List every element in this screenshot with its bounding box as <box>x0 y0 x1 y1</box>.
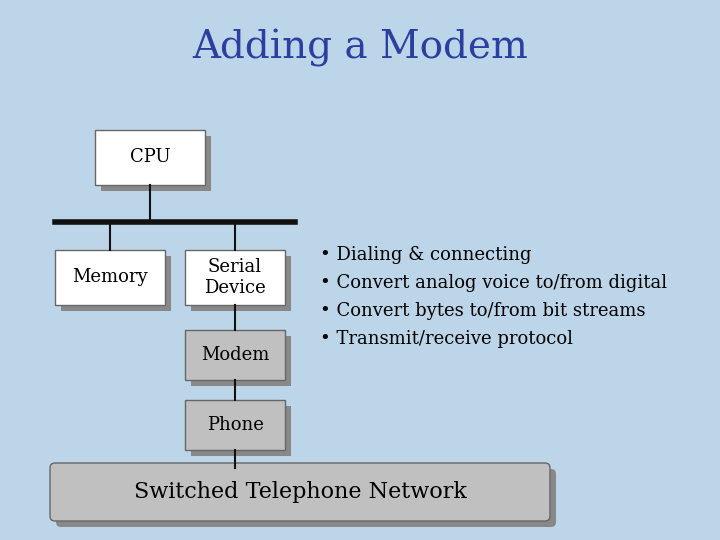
Text: CPU: CPU <box>130 148 171 166</box>
Text: • Convert analog voice to/from digital: • Convert analog voice to/from digital <box>320 274 667 292</box>
Text: Phone: Phone <box>207 416 264 434</box>
Text: • Convert bytes to/from bit streams: • Convert bytes to/from bit streams <box>320 302 646 320</box>
FancyBboxPatch shape <box>56 469 556 527</box>
Text: • Dialing & connecting: • Dialing & connecting <box>320 246 531 264</box>
Text: • Transmit/receive protocol: • Transmit/receive protocol <box>320 330 573 348</box>
Bar <box>191 336 291 386</box>
Text: Modem: Modem <box>201 346 269 364</box>
FancyBboxPatch shape <box>50 463 550 521</box>
Text: Adding a Modem: Adding a Modem <box>192 29 528 67</box>
Text: Switched Telephone Network: Switched Telephone Network <box>134 481 467 503</box>
Bar <box>191 406 291 456</box>
Bar <box>185 400 285 450</box>
Bar <box>55 250 165 305</box>
Text: Serial
Device: Serial Device <box>204 258 266 297</box>
Bar <box>95 130 205 185</box>
Bar <box>191 256 291 311</box>
Bar <box>101 136 211 191</box>
Bar <box>61 256 171 311</box>
Bar <box>185 250 285 305</box>
Text: Memory: Memory <box>72 268 148 287</box>
Bar <box>185 330 285 380</box>
